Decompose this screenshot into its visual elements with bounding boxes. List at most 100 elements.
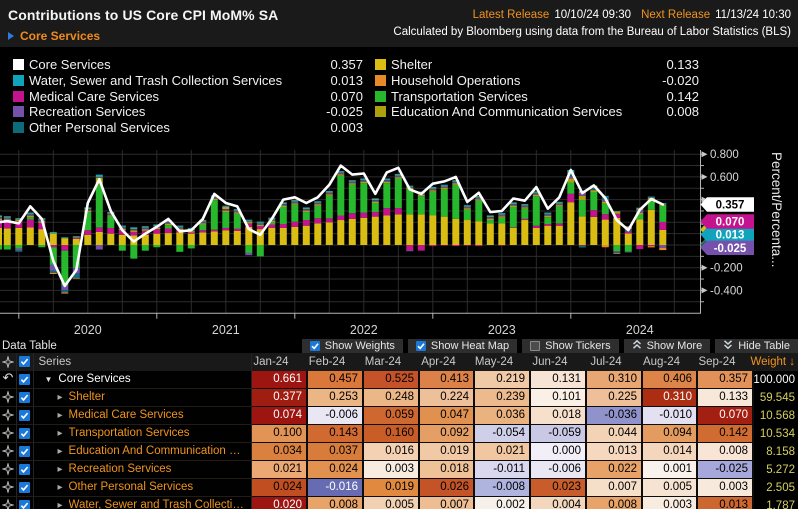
bar-segment-medical-May-24[interactable] — [613, 213, 621, 218]
bar-segment-medical-Sep-24[interactable] — [659, 221, 667, 230]
bar-segment-household-Sep-23[interactable] — [521, 205, 529, 206]
bar-segment-other-Jun-21[interactable] — [210, 197, 218, 198]
bar-segment-household-Sep-24[interactable] — [659, 247, 667, 251]
bar-segment-shelter-Nov-21[interactable] — [268, 227, 276, 245]
series-cell[interactable]: ▸ Medical Care Services — [33, 406, 252, 425]
bar-segment-medical-Nov-22[interactable] — [406, 245, 414, 251]
bar-segment-medical-Feb-20[interactable] — [26, 219, 34, 228]
bar-segment-shelter-Jun-21[interactable] — [210, 231, 218, 245]
column-header-aug-24[interactable]: Aug-24 — [642, 355, 681, 368]
bar-segment-shelter-May-21[interactable] — [199, 232, 207, 245]
bar-segment-transportation-May-23[interactable] — [475, 200, 483, 222]
bar-segment-recreation-Dec-19[interactable] — [3, 218, 11, 220]
bar-segment-transportation-Jan-22[interactable] — [291, 204, 299, 222]
bar-segment-shelter-Feb-20[interactable] — [26, 227, 34, 245]
bar-segment-transportation-Jan-20[interactable] — [15, 245, 23, 249]
bar-segment-water-Feb-20[interactable] — [26, 212, 34, 214]
bar-segment-education-Jan-22[interactable] — [291, 203, 299, 205]
bar-segment-medical-Jun-22[interactable] — [348, 213, 356, 219]
bar-segment-water-Feb-21[interactable] — [164, 220, 172, 222]
bar-segment-transportation-Nov-23[interactable] — [544, 217, 552, 224]
bar-segment-shelter-Feb-22[interactable] — [302, 225, 310, 245]
table-row-transportation-services[interactable]: ▸ Transportation Services 0.100 0.143 0.160 0… — [0, 424, 798, 443]
bar-segment-shelter-Aug-24[interactable] — [647, 209, 655, 245]
table-row-core-services[interactable]: ↶ ▼ Core Services 0.661 0.457 0.525 0.413 0.219… — [0, 370, 798, 389]
bar-segment-water-Jul-23[interactable] — [498, 213, 506, 215]
drill-icon[interactable] — [0, 460, 17, 479]
legend-item-shelter[interactable]: Shelter 0.133 — [375, 57, 699, 73]
bar-segment-education-Jan-24[interactable] — [567, 178, 575, 183]
bar-segment-shelter-Jul-23[interactable] — [498, 223, 506, 246]
row-checkbox-checked[interactable] — [17, 388, 34, 407]
expand-caret-icon[interactable]: ▸ — [57, 445, 63, 457]
bar-segment-recreation-Jun-23[interactable] — [486, 217, 494, 219]
bar-segment-water-Dec-19[interactable] — [3, 216, 11, 218]
bar-segment-medical-Apr-22[interactable] — [325, 218, 333, 223]
bar-segment-education-Nov-20[interactable] — [130, 230, 138, 232]
series-cell[interactable]: ▸ Other Personal Services — [33, 478, 252, 497]
bar-segment-shelter-Apr-23[interactable] — [463, 220, 471, 245]
bar-segment-transportation-Dec-21[interactable] — [279, 206, 287, 224]
bar-segment-medical-Jul-24[interactable] — [636, 245, 644, 250]
bar-segment-medical-Nov-21[interactable] — [268, 224, 276, 228]
bar-segment-water-Dec-22[interactable] — [417, 191, 425, 193]
bar-segment-education-Jan-23[interactable] — [429, 190, 437, 192]
bar-segment-recreation-Mar-21[interactable] — [176, 227, 184, 229]
bar-segment-household-Apr-20[interactable] — [49, 272, 57, 274]
column-header-jul-24[interactable]: Jul-24 — [590, 355, 622, 368]
bar-segment-water-Mar-21[interactable] — [176, 225, 184, 227]
bar-segment-other-Aug-21[interactable] — [233, 210, 241, 212]
bar-segment-recreation-Aug-22[interactable] — [371, 200, 379, 202]
bar-segment-medical-Mar-23[interactable] — [452, 245, 460, 247]
bar-segment-household-Jul-22[interactable] — [360, 179, 368, 181]
bar-segment-transportation-Feb-21[interactable] — [164, 225, 172, 229]
legend-item-medical-care-services[interactable]: Medical Care Services 0.070 — [13, 88, 363, 104]
breadcrumb-label[interactable]: Core Services — [20, 29, 101, 43]
bar-segment-shelter-Jan-23[interactable] — [429, 215, 437, 245]
bar-segment-transportation-Dec-20[interactable] — [141, 245, 149, 251]
bar-segment-medical-Apr-23[interactable] — [463, 245, 471, 246]
drill-icon[interactable] — [0, 478, 17, 497]
bar-segment-transportation-Aug-23[interactable] — [509, 206, 517, 228]
bar-segment-shelter-Sep-24[interactable] — [659, 229, 667, 245]
bar-segment-household-May-21[interactable] — [199, 221, 207, 222]
bar-segment-recreation-Mar-22[interactable] — [314, 203, 322, 205]
row-checkbox-checked[interactable] — [17, 406, 34, 425]
bar-segment-transportation-Jul-22[interactable] — [360, 183, 368, 213]
bar-segment-transportation-Apr-24[interactable] — [601, 203, 609, 215]
bar-segment-household-Jun-23[interactable] — [486, 216, 494, 218]
bar-segment-other-Nov-23[interactable] — [544, 214, 552, 215]
legend-item-recreation-services[interactable]: Recreation Services -0.025 — [13, 104, 363, 120]
bar-segment-other-Dec-20[interactable] — [141, 227, 149, 229]
bar-segment-recreation-Dec-21[interactable] — [279, 204, 287, 206]
drill-icon[interactable] — [0, 442, 17, 461]
bar-segment-recreation-Nov-23[interactable] — [544, 214, 552, 216]
bar-segment-household-Jan-22[interactable] — [291, 201, 299, 202]
bar-segment-household-Nov-19[interactable] — [0, 216, 2, 218]
checkbox-checked-icon[interactable] — [309, 341, 320, 352]
bar-segment-transportation-Aug-22[interactable] — [371, 203, 379, 213]
column-header-jun-24[interactable]: Jun-24 — [532, 355, 568, 368]
bar-segment-shelter-Feb-24[interactable] — [578, 216, 586, 245]
bar-segment-household-Dec-23[interactable] — [555, 202, 563, 204]
bar-segment-recreation-Apr-20[interactable] — [49, 264, 57, 271]
bar-segment-medical-Jul-22[interactable] — [360, 212, 368, 218]
bar-segment-other-Jul-21[interactable] — [222, 209, 230, 210]
bar-segment-medical-May-21[interactable] — [199, 230, 207, 233]
legend-item-water-sewer-and-trash-collection-services[interactable]: Water, Sewer and Trash Collection Servic… — [13, 72, 363, 88]
bar-segment-recreation-Jan-20[interactable] — [15, 248, 23, 251]
bar-segment-education-Feb-22[interactable] — [302, 210, 310, 213]
bar-segment-household-Apr-22[interactable] — [325, 192, 333, 193]
bar-segment-water-Jan-23[interactable] — [429, 187, 437, 189]
bar-segment-recreation-Nov-20[interactable] — [130, 229, 138, 231]
bar-segment-education-Jul-24[interactable] — [636, 212, 644, 215]
bar-segment-medical-Jun-21[interactable] — [210, 229, 218, 232]
bar-segment-shelter-Feb-23[interactable] — [440, 216, 448, 246]
bar-segment-recreation-May-20[interactable] — [61, 285, 69, 291]
bar-segment-household-Dec-20[interactable] — [141, 227, 149, 228]
bar-segment-transportation-Sep-24[interactable] — [659, 205, 667, 222]
bar-segment-education-Mar-24[interactable] — [590, 190, 598, 192]
bar-segment-education-Apr-24[interactable] — [601, 201, 609, 204]
bar-segment-shelter-Dec-19[interactable] — [3, 228, 11, 245]
bar-segment-transportation-Sep-22[interactable] — [383, 183, 391, 209]
